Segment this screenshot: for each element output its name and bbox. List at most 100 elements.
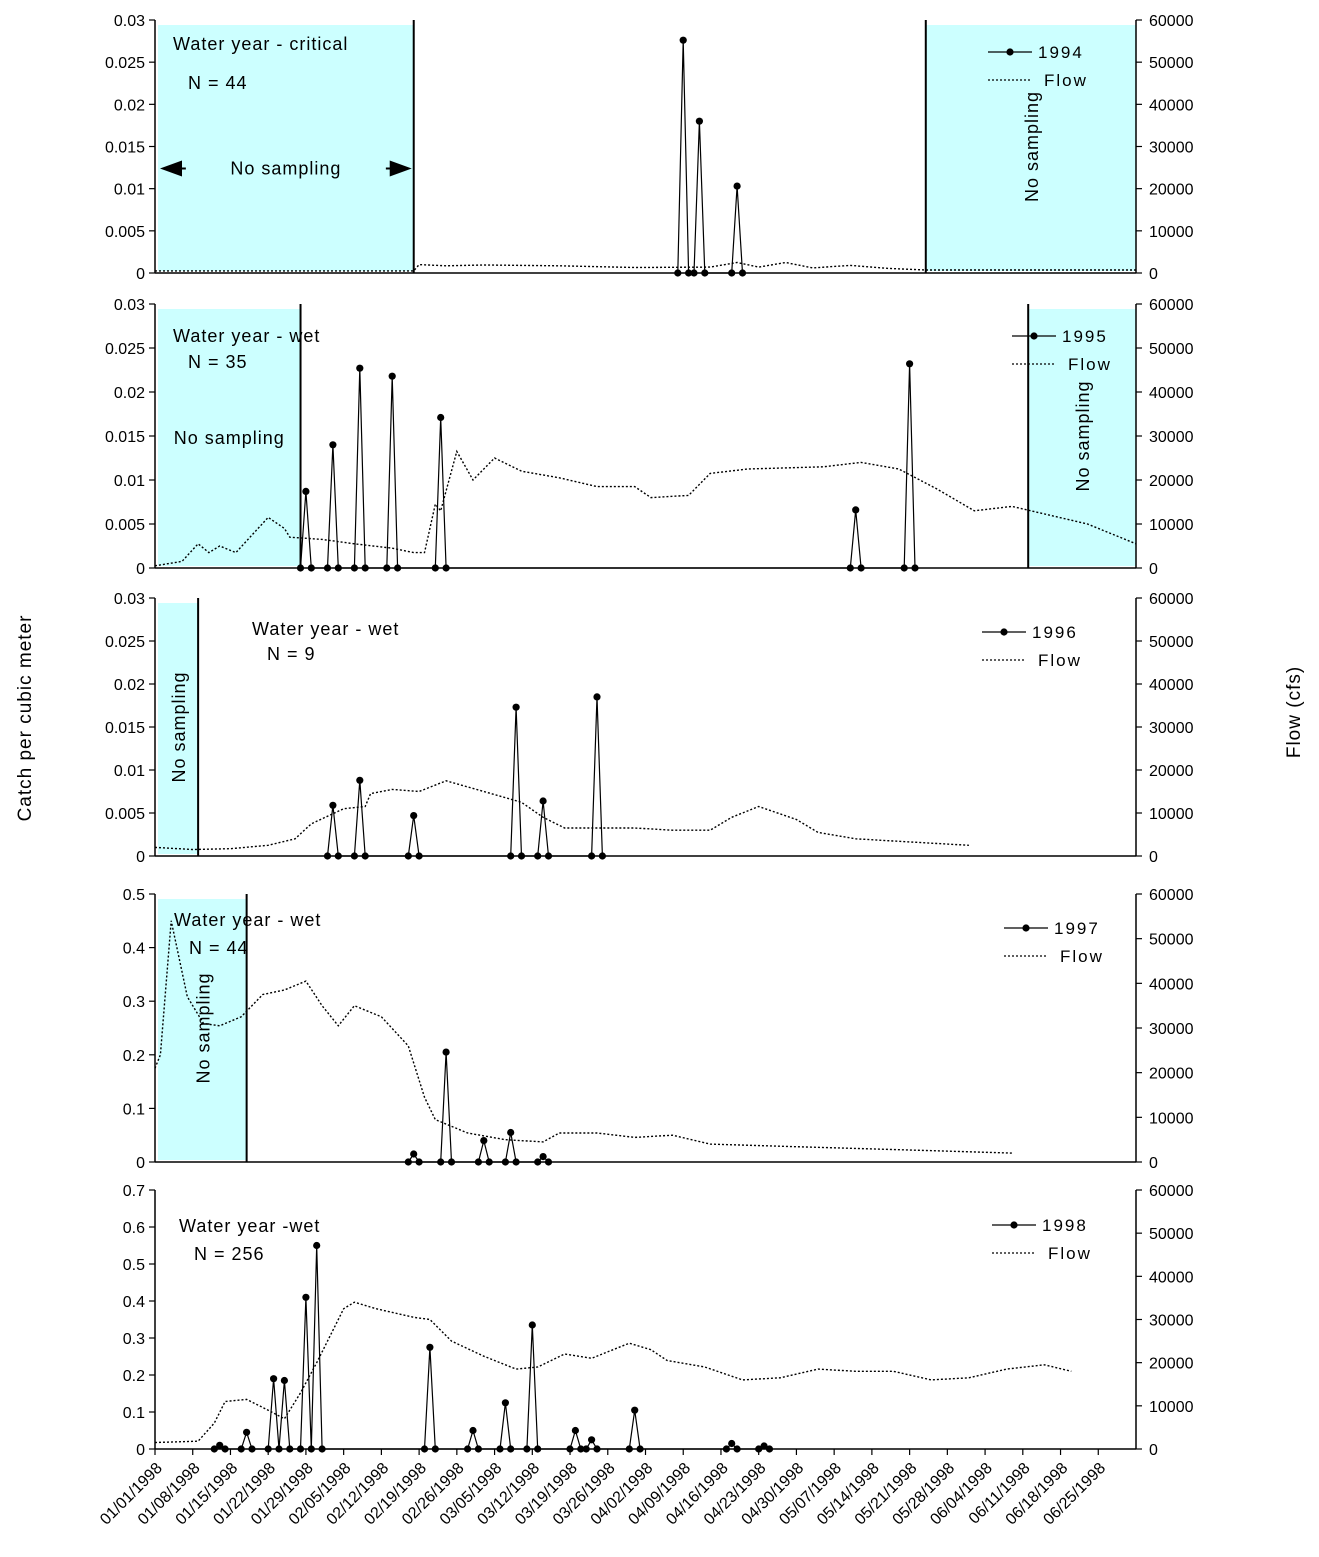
right-tick-label: 60000 [1149,13,1194,30]
water-year-label: Water year - critical [173,34,348,54]
arrow-right-icon [389,160,412,177]
catch-point [221,1445,229,1453]
left-tick-label: 0.01 [114,473,145,490]
no-sampling-label: No sampling [1073,380,1093,491]
catch-point [464,1445,472,1453]
catch-point [474,1445,482,1453]
catch-point [286,1445,294,1453]
catch-point [334,564,342,572]
catch-point [733,182,741,190]
catch-point [728,269,736,277]
left-tick-label: 0.01 [114,182,145,199]
left-tick-label: 0 [136,1155,145,1172]
catch-point [383,564,391,572]
catch-point [350,564,358,572]
catch-point [410,1150,418,1158]
right-tick-label: 10000 [1149,224,1194,241]
catch-point [582,1445,590,1453]
catch-series-line [213,1245,770,1450]
catch-point [765,1445,774,1453]
legend-year-label: 1997 [1054,919,1100,938]
sample-size-label: N = 44 [188,73,248,93]
catch-point [679,36,687,44]
left-tick-label: 0.025 [105,634,145,651]
right-tick-label: 20000 [1149,473,1194,490]
panel-1995: No sampling No sampling 0 0.005 0.01 0.015 0.0… [105,297,1194,578]
left-tick-label: 0.03 [114,591,145,608]
catch-point [523,1445,531,1453]
water-year-label: Water year - wet [173,326,320,346]
left-tick-label: 0 [136,1442,145,1459]
catch-point [394,564,402,572]
catch-point [760,1442,768,1450]
left-tick-label: 0.025 [105,55,145,72]
catch-point [690,269,698,277]
catch-point [313,1241,321,1250]
catch-point [442,564,450,572]
right-tick-label: 50000 [1149,55,1194,72]
panel-1997: No sampling 0 0.1 0.2 0.3 0.4 0.5 0 10000 20000 30… [123,887,1194,1172]
catch-series-line [299,363,916,569]
sample-size-label: N = 9 [267,644,316,664]
catch-point [512,1158,520,1166]
left-tick-label: 0.3 [123,1331,145,1348]
catch-point [534,852,542,860]
no-sampling-label: No sampling [230,159,341,179]
right-tick-label: 30000 [1149,140,1194,157]
left-tick-label: 0.3 [123,994,145,1011]
water-year-label: Water year - wet [252,619,399,639]
catch-point [329,441,337,449]
catch-point [307,564,315,572]
catch-point [733,1445,741,1453]
catch-point [857,564,865,572]
left-tick-label: 0.025 [105,341,145,358]
catch-point [270,1375,278,1383]
right-tick-label: 60000 [1149,591,1194,608]
catch-point [329,801,337,809]
catch-point [437,1158,445,1166]
right-tick-label: 60000 [1149,887,1194,904]
legend-flow-label: Flow [1044,71,1088,90]
sample-size-label: N = 256 [194,1244,265,1264]
left-tick-label: 0.005 [105,806,145,823]
right-tick-label: 60000 [1149,1183,1194,1200]
right-axis-label: Flow (cfs) [1284,666,1305,758]
right-tick-label: 30000 [1149,429,1194,446]
catch-point [420,1445,429,1453]
catch-point [501,1158,509,1166]
left-tick-label: 0.02 [114,97,145,114]
catch-point [593,693,601,701]
right-tick-label: 10000 [1149,1399,1194,1416]
flow-series-line [154,1301,1072,1444]
legend-catch-marker [1006,48,1014,56]
catch-point [243,1428,251,1436]
catch-point [361,564,369,572]
catch-point [431,1445,439,1453]
catch-point [685,269,693,277]
left-tick-label: 0.2 [123,1048,145,1065]
catch-point [911,564,919,572]
catch-point [846,564,854,572]
catch-point [307,1445,315,1453]
catch-point [852,506,860,514]
catch-point [534,1445,542,1453]
catch-point [701,269,709,277]
legend-year-label: 1998 [1042,1216,1088,1235]
catch-point [571,1426,580,1435]
catch-point [593,1445,601,1453]
panel-1996: No sampling 0 0.005 0.01 0.015 0.02 0.025 0.03 0… [105,591,1194,866]
catch-point [350,852,358,860]
right-tick-label: 10000 [1149,806,1194,823]
flow-series-line [154,780,969,851]
catch-point [517,852,526,860]
legend-year-label: 1995 [1062,327,1108,346]
catch-point [577,1445,585,1453]
catch-point [296,564,305,572]
left-tick-label: 0.2 [123,1368,145,1385]
catch-series-line [677,40,744,274]
panel-1998: 0 0.1 0.2 0.3 0.4 0.5 0.6 0.7 0 10000 20000 30000 40… [123,1183,1194,1459]
catch-point [738,269,747,277]
left-tick-label: 0.02 [114,677,145,694]
catch-point [507,852,515,860]
